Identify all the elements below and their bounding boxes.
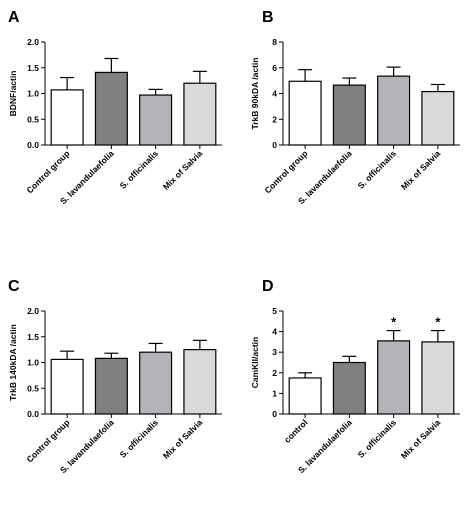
bar (288, 377, 322, 415)
y-axis-label: TrkB 90kDA /actin (250, 58, 260, 130)
y-tick-label: 5 (272, 306, 277, 316)
bar (421, 90, 455, 146)
panel-letter: A (8, 9, 20, 26)
y-tick-label: 1.0 (27, 89, 39, 99)
bar (139, 94, 173, 146)
bar (50, 89, 84, 146)
x-tick-label: Control group (24, 417, 71, 464)
panel-letter: B (262, 9, 274, 26)
significance-mark: * (391, 315, 397, 330)
y-tick-label: 0 (272, 140, 277, 150)
panel-a: A 0.0 0.5 1.0 1.5 2.0 BDNF/actin Control group S… (8, 9, 222, 206)
y-tick-label: 2 (272, 368, 277, 378)
x-tick-label: control (282, 417, 309, 444)
bar (183, 349, 217, 415)
y-tick-label: 1.5 (27, 63, 39, 73)
y-tick-label: 8 (272, 37, 277, 47)
x-tick-label: Mix of Salvia (399, 417, 443, 461)
y-tick-label: 0 (272, 409, 277, 419)
y-tick-label: 4 (272, 327, 277, 337)
x-tick-label: Control group (262, 148, 309, 195)
y-tick-label: 0.5 (27, 114, 39, 124)
y-tick-label: 2.0 (27, 306, 39, 316)
bar (94, 357, 128, 415)
y-tick-label: 1.0 (27, 358, 39, 368)
bar (421, 341, 455, 415)
bar (332, 84, 366, 146)
y-axis-label: BDNF/actin (8, 71, 18, 117)
bar (139, 351, 173, 415)
x-tick-label: S. officinalis (118, 148, 161, 191)
bar (377, 340, 411, 415)
y-tick-label: 1 (272, 388, 277, 398)
panel-letter: D (262, 278, 274, 295)
bar (50, 358, 84, 415)
x-tick-label: Control group (24, 148, 71, 195)
bar (377, 75, 411, 146)
panel-letter: C (8, 278, 20, 295)
significance-mark: * (435, 315, 441, 330)
y-axis-label: TrkB 140kDA /actin (8, 324, 18, 401)
x-tick-label: S. officinalis (356, 148, 399, 191)
bar (288, 80, 322, 146)
y-tick-label: 4 (272, 89, 277, 99)
bar (183, 82, 217, 146)
y-tick-label: 0.0 (27, 409, 39, 419)
x-tick-label: Mix of Salvia (161, 148, 205, 192)
y-tick-label: 6 (272, 63, 277, 73)
x-tick-label: Mix of Salvia (161, 417, 205, 461)
x-tick-label: S. officinalis (356, 417, 399, 460)
y-tick-label: 2.0 (27, 37, 39, 47)
bar (332, 361, 366, 415)
panel-c: C 0.0 0.5 1.0 1.5 2.0 TrkB 140kDA /actin Contro… (8, 278, 222, 475)
y-tick-label: 3 (272, 347, 277, 357)
y-tick-label: 2 (272, 114, 277, 124)
y-axis-label: CamKII/actin (250, 337, 260, 389)
y-tick-label: 0.5 (27, 383, 39, 393)
x-tick-label: Mix of Salvia (399, 148, 443, 192)
y-tick-label: 0.0 (27, 140, 39, 150)
x-tick-label: S. officinalis (118, 417, 161, 460)
y-tick-label: 1.5 (27, 332, 39, 342)
bar (94, 71, 128, 146)
